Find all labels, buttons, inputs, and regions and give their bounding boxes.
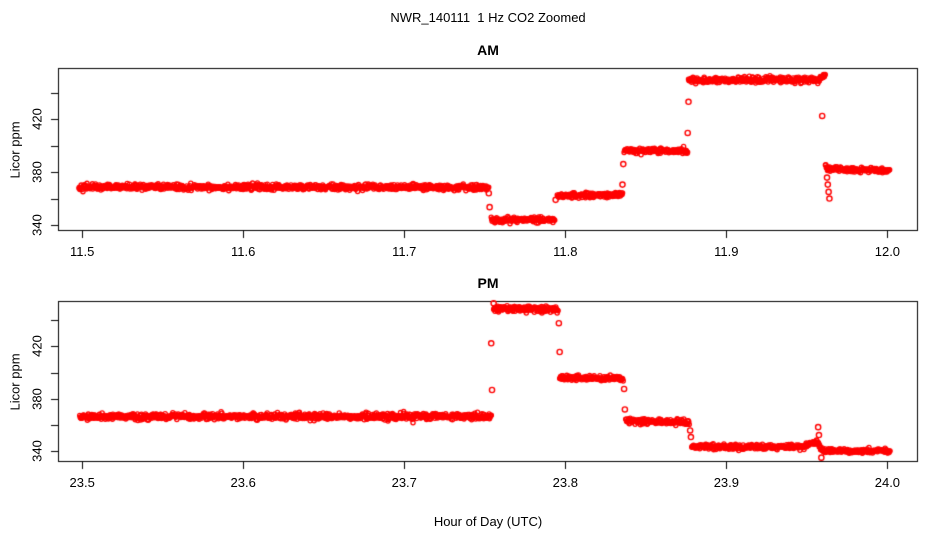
x-tick-label: 11.5 bbox=[69, 244, 95, 259]
y-tick-label: 380 bbox=[29, 388, 45, 410]
x-tick-label: 23.6 bbox=[230, 475, 256, 490]
figure-title: NWR_140111 1 Hz CO2 Zoomed bbox=[390, 10, 586, 25]
y-axis-title-pm: Licor ppm bbox=[7, 353, 23, 411]
x-tick-label: 23.5 bbox=[69, 475, 95, 490]
y-tick-label: 420 bbox=[29, 335, 45, 358]
panel-title-pm: PM bbox=[477, 275, 499, 291]
x-tick-label: 11.7 bbox=[392, 244, 417, 259]
y-tick-label: 340 bbox=[29, 440, 45, 463]
x-tick-label: 11.6 bbox=[231, 244, 256, 259]
y-tick-label: 420 bbox=[29, 108, 45, 130]
x-tick-label: 11.9 bbox=[714, 244, 739, 259]
y-axis-title-am: Licor ppm bbox=[7, 121, 23, 179]
x-tick-label: 23.7 bbox=[391, 475, 417, 490]
y-tick-label: 380 bbox=[29, 161, 45, 183]
x-tick-label: 23.9 bbox=[713, 475, 739, 490]
x-axis-title: Hour of Day (UTC) bbox=[433, 514, 543, 529]
x-tick-label: 11.8 bbox=[553, 244, 578, 259]
panel-title-am: AM bbox=[477, 42, 499, 58]
x-tick-label: 12.0 bbox=[874, 244, 901, 259]
x-tick-label: 23.8 bbox=[552, 475, 578, 490]
y-tick-label: 340 bbox=[29, 214, 45, 236]
x-tick-label: 24.0 bbox=[874, 475, 901, 490]
